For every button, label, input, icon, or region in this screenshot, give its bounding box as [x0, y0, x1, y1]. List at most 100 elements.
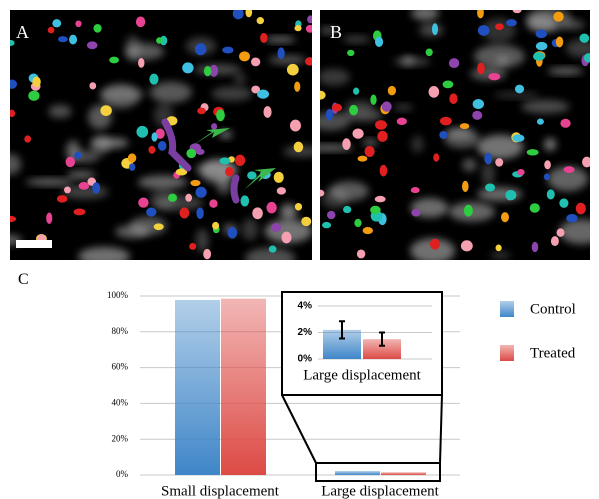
track	[230, 174, 240, 204]
cell	[449, 93, 458, 105]
cell	[294, 203, 303, 211]
cell	[555, 36, 564, 48]
inset-y-tick-label: 0%	[298, 354, 313, 365]
cell	[24, 135, 32, 143]
haze	[90, 135, 111, 156]
cell	[579, 33, 590, 43]
cell	[156, 37, 163, 44]
cell	[260, 32, 268, 43]
cell	[582, 156, 590, 168]
cell	[32, 76, 41, 88]
arrow	[244, 168, 276, 190]
cell	[10, 39, 15, 47]
cell	[294, 81, 301, 92]
cell	[472, 98, 485, 110]
cell	[307, 15, 312, 24]
cell	[460, 240, 473, 252]
cell	[495, 23, 504, 30]
cell	[477, 62, 485, 75]
haze	[149, 188, 177, 210]
track	[161, 118, 192, 172]
error-bar	[339, 320, 345, 340]
cell	[186, 148, 197, 159]
inset-label: Large displacement	[303, 367, 421, 383]
cell	[212, 221, 220, 230]
cell	[138, 197, 149, 208]
haze	[218, 130, 233, 139]
cell	[58, 36, 68, 43]
cell	[93, 24, 102, 33]
cell	[410, 187, 420, 194]
cell	[566, 214, 578, 223]
haze	[544, 138, 557, 151]
cell	[505, 190, 517, 201]
cell	[553, 11, 564, 22]
cell	[563, 166, 575, 174]
cell	[354, 218, 362, 228]
cell	[227, 226, 238, 239]
cell	[533, 52, 545, 61]
cell	[78, 181, 90, 190]
cells-b	[320, 10, 590, 260]
cell	[160, 35, 168, 46]
cell	[129, 163, 136, 171]
y-tick-label: 0%	[116, 469, 129, 479]
cell	[92, 182, 101, 194]
cell	[69, 34, 78, 45]
haze	[547, 67, 584, 75]
cell	[195, 186, 207, 198]
panel-label: C	[18, 271, 29, 288]
cell	[560, 118, 571, 128]
inset-box	[281, 291, 443, 396]
legend-swatch	[500, 345, 514, 361]
cell	[46, 212, 53, 224]
cell	[484, 152, 493, 165]
cell	[232, 10, 244, 20]
haze	[493, 91, 540, 99]
cell	[517, 169, 525, 176]
inset-bar	[363, 339, 401, 359]
cell	[501, 212, 509, 223]
cell	[190, 179, 201, 187]
cell	[326, 210, 336, 220]
error-bar	[379, 331, 385, 347]
cell	[559, 198, 569, 208]
y-tick-label: 100%	[107, 290, 129, 300]
haze	[233, 73, 247, 85]
cell	[495, 158, 504, 167]
haze	[137, 175, 188, 190]
x-tick-label: Large displacement	[321, 483, 439, 499]
cell	[75, 20, 82, 28]
haze	[393, 57, 431, 66]
cell	[546, 189, 555, 200]
cell	[512, 134, 525, 142]
haze	[66, 171, 96, 179]
haze	[280, 203, 298, 220]
cell	[428, 86, 440, 98]
haze	[329, 181, 369, 201]
cell	[219, 157, 231, 165]
cell	[209, 64, 219, 77]
haze	[115, 225, 150, 239]
cell	[322, 221, 332, 229]
cell	[364, 145, 375, 157]
haze	[419, 23, 444, 37]
cell	[529, 203, 540, 213]
haze	[410, 238, 456, 260]
haze	[547, 166, 589, 192]
haze	[25, 178, 74, 186]
cell	[356, 249, 366, 259]
cell	[583, 53, 590, 63]
cell	[301, 216, 312, 227]
cell	[182, 62, 194, 74]
cell	[477, 10, 484, 19]
zoom-connector	[281, 394, 317, 464]
haze	[481, 161, 495, 187]
haze	[78, 247, 131, 260]
cell	[245, 10, 253, 18]
cell	[89, 82, 97, 90]
cell	[543, 173, 551, 181]
cell	[189, 243, 197, 250]
cell	[240, 195, 250, 207]
cell	[477, 25, 490, 36]
